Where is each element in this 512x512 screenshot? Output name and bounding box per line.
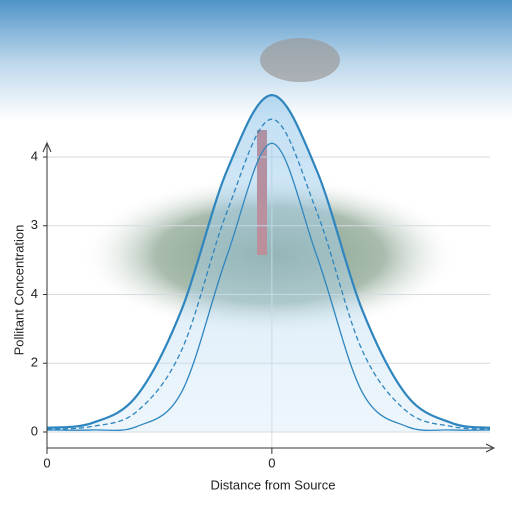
smoke — [260, 38, 340, 82]
area — [47, 95, 490, 432]
x-axis-label: Distance from Source — [211, 477, 336, 492]
y-axis-label: Pollitant Concentration — [11, 225, 26, 356]
line — [46, 142, 491, 432]
plot — [46, 94, 491, 432]
line — [46, 118, 491, 430]
y-tick-label: 3 — [31, 217, 38, 232]
x-axis-arrow — [485, 443, 496, 453]
y-axis-arrow — [42, 141, 52, 153]
line — [46, 94, 491, 429]
y-tick-label: 2 — [31, 355, 38, 370]
sky — [0, 0, 512, 120]
x-tick-label: 0 — [43, 455, 50, 470]
y-tick-label: 4 — [31, 286, 38, 301]
x-tick-label: 0 — [268, 455, 275, 470]
y-tick-label: 0 — [31, 423, 38, 438]
y-tick-label: 4 — [31, 148, 38, 163]
